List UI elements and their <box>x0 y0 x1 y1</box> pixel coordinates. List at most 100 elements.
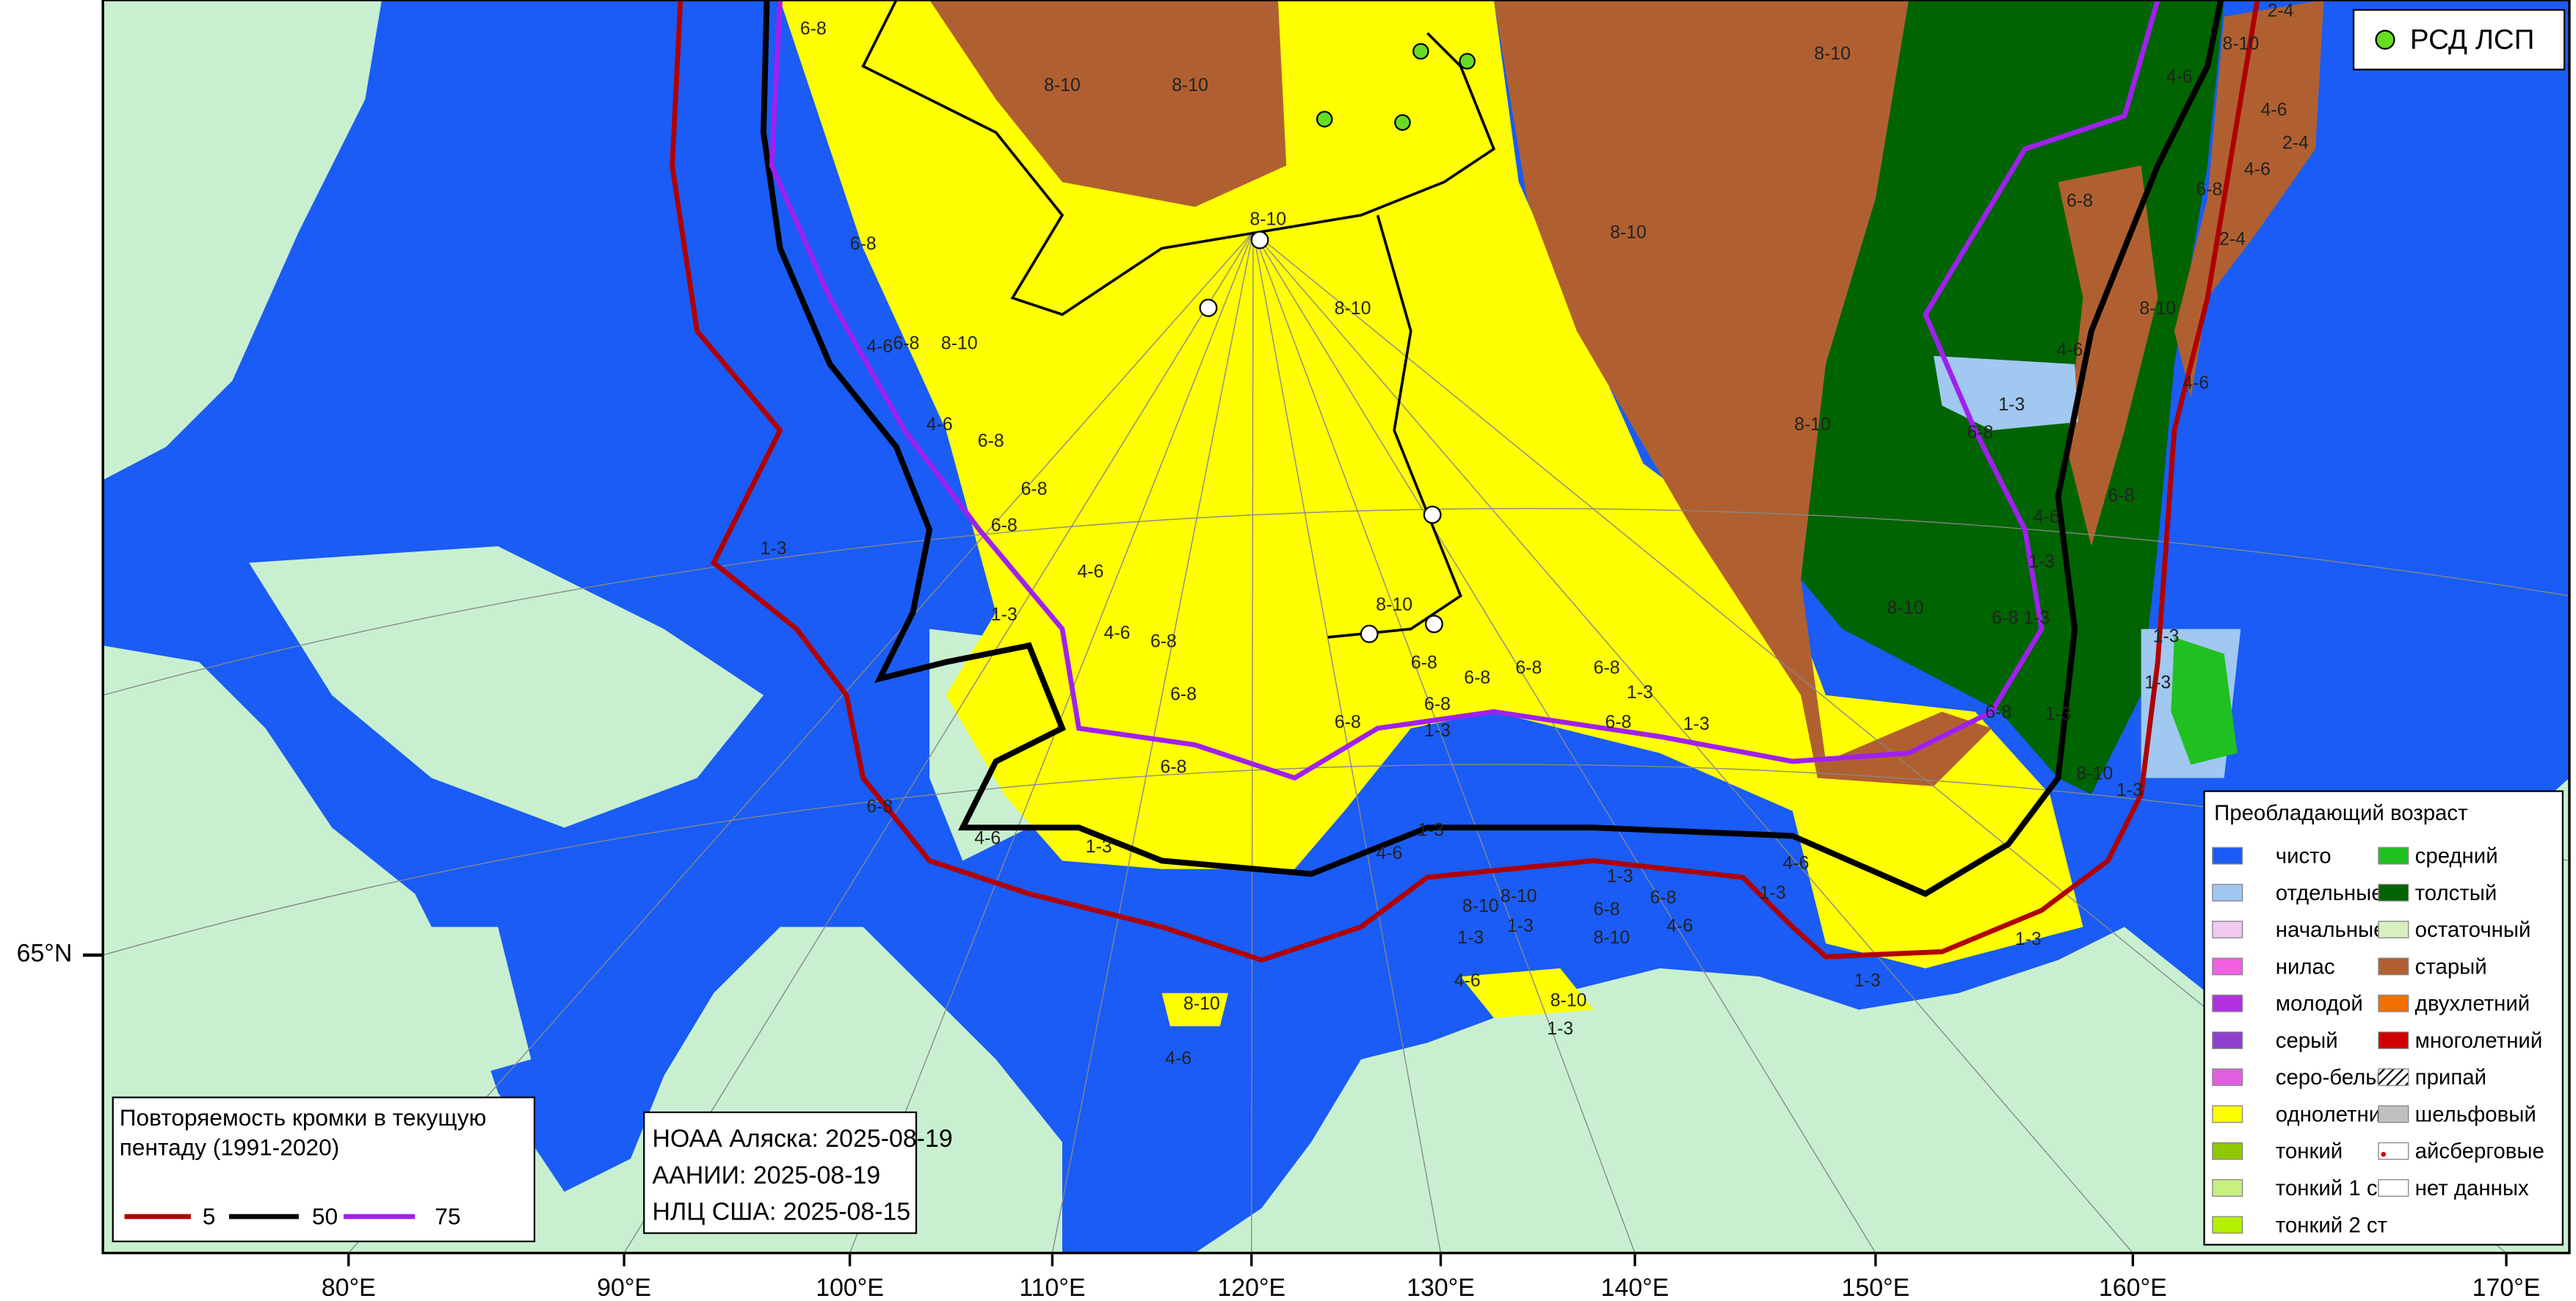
legend-label: серо-белый <box>2276 1065 2393 1090</box>
station-dot <box>1394 114 1411 131</box>
region-label: 6-8 <box>1335 713 1361 733</box>
legend-label: нет данных <box>2415 1176 2529 1200</box>
station-dot <box>1412 43 1429 60</box>
legend-swatch <box>2378 847 2409 865</box>
region-label: 6-8 <box>866 797 893 817</box>
legend-swatch <box>2212 957 2243 976</box>
region-label: 1-3 <box>1998 395 2025 415</box>
region-label: 1-3 <box>1627 683 1653 703</box>
region-label: 6-8 <box>1464 668 1490 688</box>
legend-label: остаточный <box>2415 918 2531 942</box>
region-label: 6-8 <box>1161 758 1187 778</box>
legend-swatch <box>2212 1068 2243 1087</box>
region-label: 8-10 <box>1814 44 1851 64</box>
region-label: 1-3 <box>2116 780 2143 800</box>
region-label: 6-8 <box>800 19 827 39</box>
station-dot <box>1316 111 1333 128</box>
legend-label: молодой <box>2276 992 2363 1016</box>
land <box>103 0 2569 1253</box>
region-label: 6-8 <box>2196 180 2222 200</box>
legend-label: старый <box>2415 954 2487 979</box>
region-label: 2-4 <box>2282 134 2309 153</box>
legend-swatch <box>2212 921 2243 939</box>
region-label: 8-10 <box>2076 764 2113 784</box>
region-label: 8-10 <box>1335 299 1371 319</box>
legend-label: начальные <box>2276 918 2386 942</box>
medium-ice <box>2171 637 2238 765</box>
region-label: 1-3 <box>1424 721 1451 741</box>
lon-label: 150°E <box>1841 1274 1909 1301</box>
region-label: 4-6 <box>974 829 1001 849</box>
legend-swatch <box>2212 994 2243 1012</box>
region-label: 8-10 <box>1794 415 1831 435</box>
edge-legend: Повторяемость кромки в текущую пентаду (… <box>112 1096 536 1242</box>
region-label: 6-8 <box>991 515 1017 535</box>
region-label: 6-8 <box>1594 900 1620 920</box>
region-label: 6-8 <box>1985 703 2011 722</box>
lon-labels: 80°E 90°E 100°E 110°E 120°E 130°E 140°E 150°E 16… <box>322 1253 2540 1301</box>
legend-swatch <box>2378 1068 2409 1087</box>
region-label: 2-4 <box>2219 229 2246 249</box>
region-label: 6-8 <box>850 234 877 254</box>
region-label: 4-6 <box>1782 853 1809 873</box>
region-label: 8-10 <box>1249 209 1286 229</box>
region-label: 6-8 <box>2108 486 2135 506</box>
region-label: 4-6 <box>1104 623 1131 643</box>
stations <box>1199 231 1443 643</box>
region-label: 8-10 <box>2139 299 2176 319</box>
region-label: 4-6 <box>926 415 953 435</box>
legend-label: многолетний <box>2415 1029 2543 1053</box>
region-label: 8-10 <box>941 334 978 354</box>
legend-label: 50 <box>312 1203 338 1230</box>
region-label: 4-6 <box>1666 916 1693 936</box>
region-label: 4-6 <box>2033 507 2060 527</box>
region-label: 1-3 <box>2045 705 2072 725</box>
region-label: 1-3 <box>2028 552 2055 572</box>
legend-label: айсберговые <box>2415 1139 2544 1164</box>
map-area: 8-10 8-10 8-10 8-10 8-10 6-8 4-6 6-8 4-6 6-8 6-8 6-… <box>103 0 2569 1253</box>
region-label: 8-10 <box>1550 991 1587 1011</box>
region-label: 4-6 <box>2261 101 2287 120</box>
lat-label: 65°N <box>17 940 73 968</box>
lon-label: 80°E <box>322 1274 376 1301</box>
lon-label: 100°E <box>816 1274 884 1301</box>
region-label: 4-6 <box>1077 562 1103 582</box>
region-label: 6-8 <box>1424 695 1451 714</box>
region-label: 6-8 <box>893 334 920 354</box>
sources-box: НОАА Аляска: 2025-08-19 ААНИИ: 2025-08-1… <box>643 1111 953 1234</box>
source-line: НЛЦ США: 2025-08-15 <box>653 1197 911 1225</box>
legend-label: припай <box>2415 1065 2486 1090</box>
lon-label: 120°E <box>1217 1274 1285 1301</box>
legend-swatch <box>2378 957 2409 976</box>
source-line: НОАА Аляска: 2025-08-19 <box>653 1125 953 1153</box>
edge-legend-title: Повторяемость кромки в текущую пентаду (… <box>119 1104 487 1161</box>
old-ice <box>2058 0 2324 546</box>
region-label: 6-8 <box>1650 888 1677 908</box>
lon-label: 110°E <box>1019 1274 1085 1301</box>
legend-label: тонкий <box>2276 1139 2343 1164</box>
legend-swatch <box>2212 883 2243 902</box>
region-label: 6-8 <box>2067 192 2093 211</box>
region-label: 4-6 <box>1376 844 1402 863</box>
region-label: 4-6 <box>1165 1048 1191 1068</box>
lon-label: 90°E <box>597 1274 651 1301</box>
lon-label: 160°E <box>2099 1274 2167 1301</box>
legend-swatch <box>2378 883 2409 902</box>
region-label: 8-10 <box>1887 598 1924 618</box>
region-label: 6-8 <box>1411 653 1437 673</box>
age-legend: Преобладающий возраст чисто отдельные нача… <box>2203 790 2564 1246</box>
legend-label: серый <box>2276 1029 2338 1053</box>
map-frame <box>101 0 2571 1255</box>
region-label: 1-3 <box>1457 928 1484 948</box>
region-label: 6-8 <box>978 432 1004 452</box>
station-dot <box>1459 53 1476 70</box>
region-label: 6-8 <box>1992 609 2018 628</box>
region-label: 1-3 <box>2015 929 2042 949</box>
age-legend-title: Преобладающий возраст <box>2214 801 2467 825</box>
legend-label: отдельные <box>2276 881 2384 905</box>
legend-label: толстый <box>2415 881 2497 905</box>
region-label: 6-8 <box>1967 423 1993 443</box>
edge-line-5 <box>670 0 2260 963</box>
